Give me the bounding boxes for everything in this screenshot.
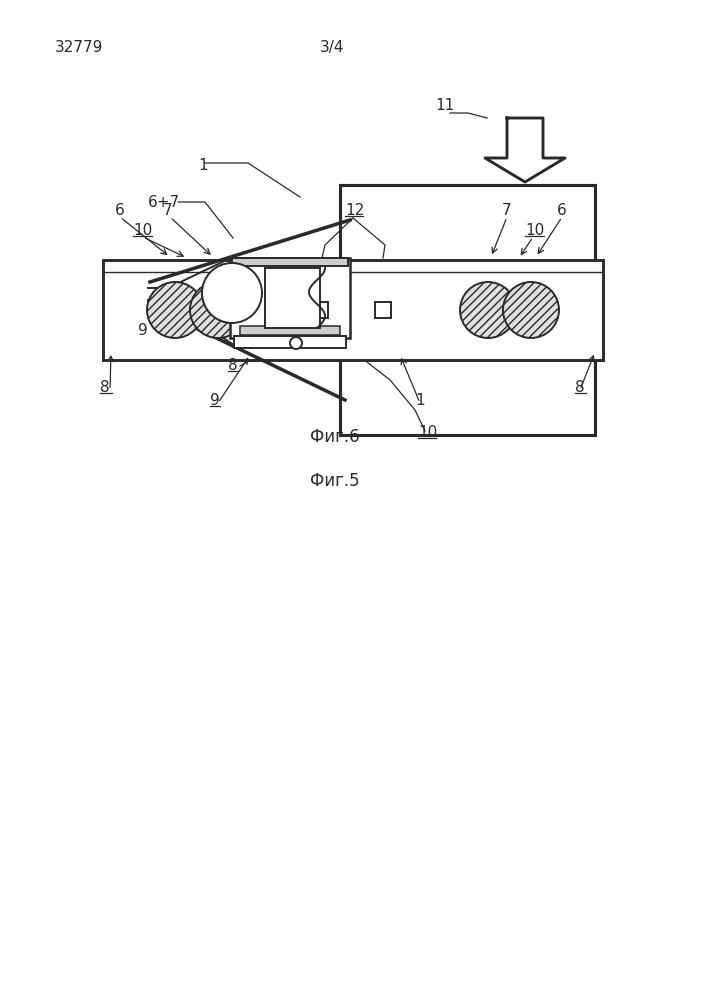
Circle shape bbox=[460, 282, 516, 338]
Text: Фиг.6: Фиг.6 bbox=[310, 428, 360, 446]
Text: 8: 8 bbox=[228, 358, 238, 373]
Text: 9: 9 bbox=[210, 393, 220, 408]
Bar bbox=[340, 185, 595, 435]
Circle shape bbox=[290, 337, 302, 349]
Text: 3/4: 3/4 bbox=[320, 40, 344, 55]
Bar bbox=[234, 336, 346, 348]
Bar bbox=[312, 302, 328, 318]
Circle shape bbox=[202, 263, 262, 323]
Text: 6: 6 bbox=[557, 203, 567, 218]
Bar bbox=[230, 258, 350, 338]
Text: 11: 11 bbox=[435, 98, 455, 113]
Polygon shape bbox=[485, 118, 565, 182]
Bar bbox=[240, 326, 340, 335]
Bar bbox=[265, 268, 320, 328]
Text: 9: 9 bbox=[138, 323, 148, 338]
Bar bbox=[232, 258, 348, 266]
Text: 7: 7 bbox=[163, 203, 173, 218]
Circle shape bbox=[190, 282, 246, 338]
Text: 8: 8 bbox=[575, 380, 585, 395]
Text: 12: 12 bbox=[345, 203, 364, 218]
Text: 7: 7 bbox=[502, 203, 512, 218]
Text: 1: 1 bbox=[415, 393, 425, 408]
Text: 8: 8 bbox=[100, 380, 110, 395]
Bar bbox=[103, 260, 603, 360]
Text: 10: 10 bbox=[525, 223, 544, 238]
Circle shape bbox=[147, 282, 203, 338]
Circle shape bbox=[503, 282, 559, 338]
Text: 6: 6 bbox=[115, 203, 124, 218]
Text: 1: 1 bbox=[198, 158, 208, 173]
Text: Фиг.5: Фиг.5 bbox=[310, 472, 360, 490]
Bar bbox=[375, 302, 391, 318]
Text: 10: 10 bbox=[133, 223, 152, 238]
Text: 6+7: 6+7 bbox=[148, 195, 180, 210]
Text: 10: 10 bbox=[418, 425, 437, 440]
Text: 32779: 32779 bbox=[55, 40, 103, 55]
